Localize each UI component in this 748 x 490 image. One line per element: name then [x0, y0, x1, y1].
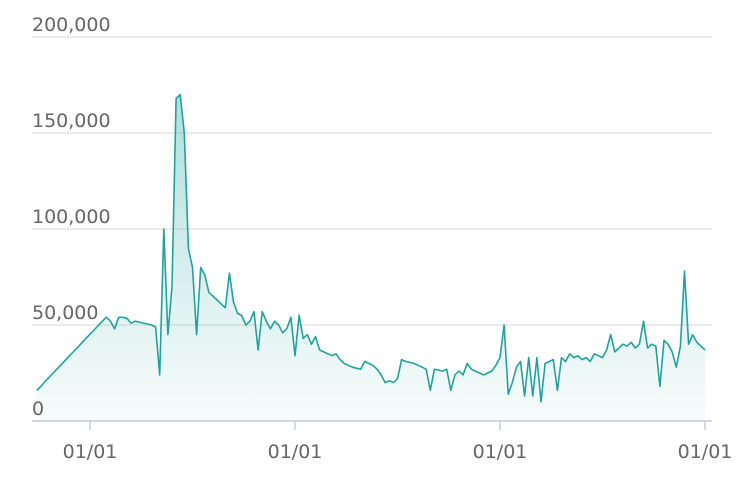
x-tick-label: 01/01 — [473, 441, 528, 463]
area — [36, 94, 705, 421]
y-tick-label: 200,000 — [32, 14, 111, 36]
line — [36, 93, 706, 403]
y-tick-label: 150,000 — [32, 110, 111, 132]
x-tick-label: 01/01 — [268, 441, 323, 463]
y-tick-label: 50,000 — [32, 302, 98, 324]
x-tick-label: 01/01 — [678, 441, 733, 463]
x-tick-label: 01/01 — [63, 441, 118, 463]
y-tick-label: 100,000 — [32, 206, 111, 228]
